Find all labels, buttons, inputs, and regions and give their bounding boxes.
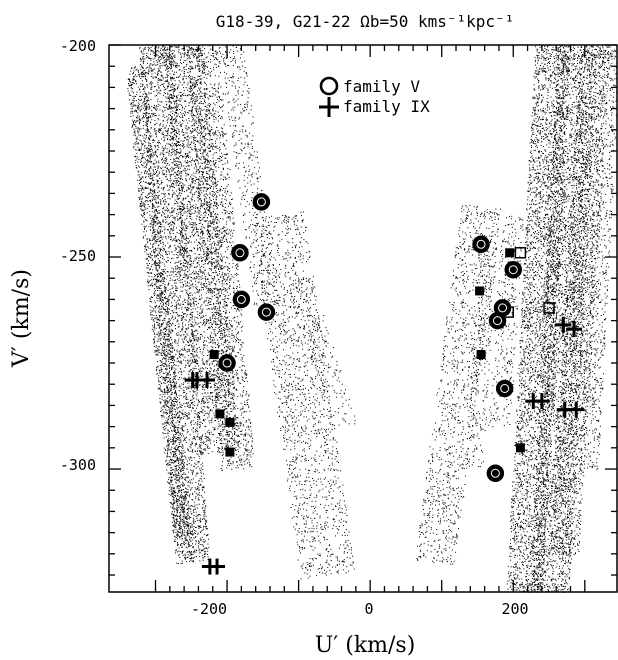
family-v-point-ring xyxy=(493,316,503,326)
family-v-point-ring xyxy=(490,468,500,478)
family-ix-point xyxy=(555,316,572,333)
legend: family V family IX xyxy=(319,76,430,117)
family-v-point xyxy=(504,260,523,279)
filled-square-marker xyxy=(225,447,235,457)
background-streams xyxy=(127,45,618,593)
filled-square-marker xyxy=(225,417,235,427)
filled-square-marker xyxy=(505,248,515,258)
family-v-point-ring xyxy=(256,197,266,207)
family-ix-point xyxy=(199,371,216,388)
family-v-point-ring xyxy=(476,239,486,249)
filled-square-marker xyxy=(215,409,225,419)
plot-frame xyxy=(108,44,618,593)
y-axis-label: V′ (km/s) xyxy=(9,269,34,368)
stream-band-9 xyxy=(488,215,524,428)
x-axis-label: U′ (km/s) xyxy=(315,633,416,658)
y-tick-label-neg300: -300 xyxy=(60,456,96,474)
legend-label-family-v: family V xyxy=(343,77,420,96)
family-v-point xyxy=(472,235,490,254)
x-tick-label-neg200: -200 xyxy=(191,600,227,618)
legend-label-family-ix: family IX xyxy=(343,97,430,116)
family-ix-point xyxy=(566,321,583,338)
family-ix-point xyxy=(568,401,585,418)
legend-circle-icon xyxy=(319,76,339,96)
open-square-marker xyxy=(543,302,555,314)
family-v-point-ring xyxy=(500,383,510,393)
y-tick-label-neg250: -250 xyxy=(60,247,96,265)
legend-plus-icon xyxy=(319,97,339,117)
stream-band-6 xyxy=(290,279,356,426)
family-ix-point xyxy=(533,393,550,410)
data-markers xyxy=(184,193,585,575)
family-v-point-ring xyxy=(508,265,518,275)
family-v-point xyxy=(218,354,236,372)
family-v-point xyxy=(495,379,514,398)
family-v-point-ring xyxy=(236,294,246,304)
family-v-point xyxy=(232,290,251,309)
family-v-point xyxy=(257,303,276,321)
stream-band-1 xyxy=(139,45,210,564)
y-tick-label-neg200: -200 xyxy=(60,37,96,55)
axis-ticks xyxy=(109,44,617,592)
stream-band-2 xyxy=(163,45,241,455)
filled-square-marker xyxy=(515,443,525,453)
filled-square-marker xyxy=(209,350,219,360)
family-v-point xyxy=(486,464,505,483)
family-ix-point xyxy=(209,558,226,575)
stream-band-11 xyxy=(529,45,598,593)
family-v-point-ring xyxy=(261,307,271,317)
family-v-point xyxy=(488,311,507,330)
family-v-point-ring xyxy=(222,358,232,368)
stream-band-12 xyxy=(548,45,611,555)
family-v-point xyxy=(231,244,249,262)
open-square-marker xyxy=(514,247,527,259)
stream-band-0 xyxy=(127,66,192,546)
family-v-point-ring xyxy=(235,248,245,258)
stream-band-10 xyxy=(506,45,571,593)
x-tick-label-200: 200 xyxy=(501,600,528,618)
chart-title: G18-39, G21-22 Ωb=50 kms⁻¹kpc⁻¹ xyxy=(216,12,515,31)
family-v-point xyxy=(252,193,271,211)
stream-band-13 xyxy=(579,45,618,470)
filled-square-marker xyxy=(475,286,485,296)
filled-square-marker xyxy=(476,350,486,360)
stream-band-7 xyxy=(416,204,501,565)
x-tick-label-0: 0 xyxy=(364,600,373,618)
stream-band-5 xyxy=(251,211,355,580)
family-v-point-ring xyxy=(498,303,508,313)
stream-band-4 xyxy=(219,45,278,310)
